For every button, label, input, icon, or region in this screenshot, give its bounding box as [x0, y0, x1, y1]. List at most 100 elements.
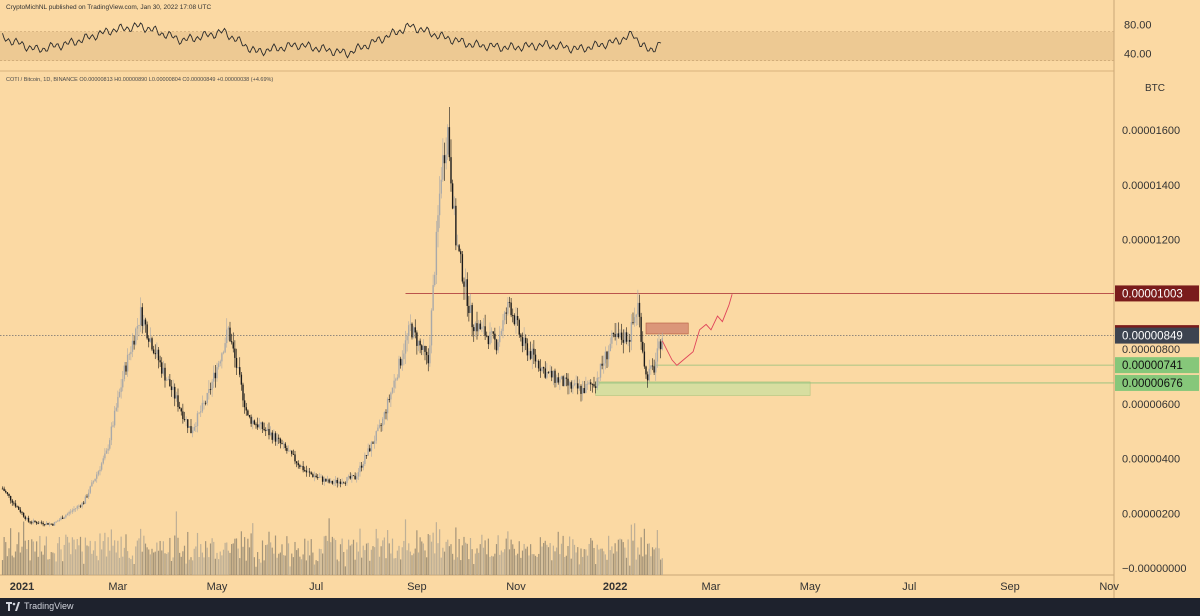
time-tick-label: Sep — [407, 581, 427, 593]
volume-bar — [469, 537, 472, 575]
price-tick-label: 0.00000800 — [1122, 344, 1180, 356]
volume-bar — [378, 556, 381, 575]
candle-body — [40, 522, 43, 524]
volume-bar — [94, 541, 96, 575]
candle-body — [369, 448, 371, 452]
candle-body — [617, 333, 620, 338]
candle-body — [564, 377, 566, 386]
candle-body — [247, 410, 249, 415]
volume-bar — [380, 546, 382, 575]
candle-body — [383, 412, 386, 419]
candle-body — [278, 437, 280, 439]
candle-body — [48, 523, 51, 525]
candle-body — [627, 339, 629, 342]
volume-bar — [505, 538, 507, 575]
volume-bar — [400, 559, 402, 575]
volume-bar — [606, 559, 608, 575]
volume-bar — [510, 539, 512, 575]
volume-bar — [68, 542, 70, 575]
candle-body — [222, 352, 225, 354]
candle-body — [456, 245, 459, 247]
volume-bar — [621, 539, 623, 575]
volume-bar — [650, 556, 652, 575]
candle-body — [16, 506, 18, 508]
candle-body — [84, 496, 87, 504]
volume-bar — [536, 557, 538, 575]
volume-bar — [497, 535, 499, 575]
candle-body — [343, 482, 345, 484]
candle-body — [260, 422, 262, 425]
rsi-band — [0, 31, 1114, 61]
volume-bar — [335, 540, 337, 575]
volume-bar — [31, 539, 33, 575]
candle-body — [429, 345, 431, 364]
candle-body — [11, 500, 13, 503]
volume-bar — [99, 533, 101, 575]
candle-body — [581, 388, 584, 394]
candle-body — [300, 466, 303, 467]
volume-bar — [341, 538, 343, 575]
volume-bar — [179, 552, 181, 575]
candle-body — [52, 524, 54, 526]
candle-body — [258, 424, 260, 428]
candle-body — [44, 524, 46, 526]
candle-body — [97, 471, 100, 475]
candle-body — [308, 471, 311, 473]
volume-bar — [270, 542, 272, 575]
candle-body — [331, 480, 334, 484]
volume-bar — [141, 551, 143, 575]
volume-bar — [183, 545, 186, 575]
candle-body — [580, 385, 582, 394]
candle-body — [63, 517, 65, 519]
candle-body — [346, 477, 348, 483]
candle-body — [573, 383, 576, 386]
candle-body — [565, 377, 568, 379]
candle-body — [406, 335, 408, 341]
candle-body — [242, 384, 244, 401]
volume-bar — [348, 539, 350, 575]
candle-body — [593, 384, 595, 387]
volume-bar — [24, 540, 26, 575]
candle-body — [229, 327, 231, 342]
support-zone — [595, 381, 811, 396]
volume-bar — [283, 555, 285, 575]
candle-body — [243, 400, 246, 408]
candle-body — [518, 320, 520, 335]
candle-body — [591, 384, 594, 385]
candle-body — [395, 379, 397, 381]
volume-bar — [448, 546, 450, 575]
candle-body — [250, 416, 252, 424]
volume-bar — [37, 556, 39, 575]
volume-bar — [232, 543, 234, 575]
price-tick-label: 0.00001200 — [1122, 235, 1180, 247]
candle-body — [575, 383, 577, 385]
candle-body — [612, 332, 615, 335]
candle-body — [96, 474, 98, 479]
volume-bar — [365, 543, 368, 575]
volume-bar — [398, 545, 400, 575]
candle-body — [622, 339, 624, 343]
candle-body — [1, 488, 4, 490]
volume-bar — [544, 540, 546, 575]
candle-body — [603, 363, 605, 366]
volume-bar — [148, 549, 150, 575]
candle-body — [388, 399, 390, 400]
candle-body — [161, 362, 163, 374]
volume-bar — [494, 553, 496, 575]
volume-bar — [187, 531, 189, 575]
candle-body — [120, 387, 122, 392]
volume-bar — [112, 545, 114, 575]
candle-body — [403, 353, 405, 360]
volume-bar — [302, 554, 304, 575]
candle-body — [611, 332, 613, 344]
candle-body — [6, 492, 9, 494]
candle-body — [360, 465, 363, 468]
volume-bar — [388, 543, 390, 575]
candle-body — [128, 354, 130, 356]
candle-body — [382, 418, 384, 426]
level-label: 0.00001003 — [1122, 288, 1183, 300]
candle-body — [180, 408, 182, 412]
candle-body — [286, 448, 288, 451]
candle-body — [9, 495, 12, 501]
volume-bar — [153, 552, 155, 575]
